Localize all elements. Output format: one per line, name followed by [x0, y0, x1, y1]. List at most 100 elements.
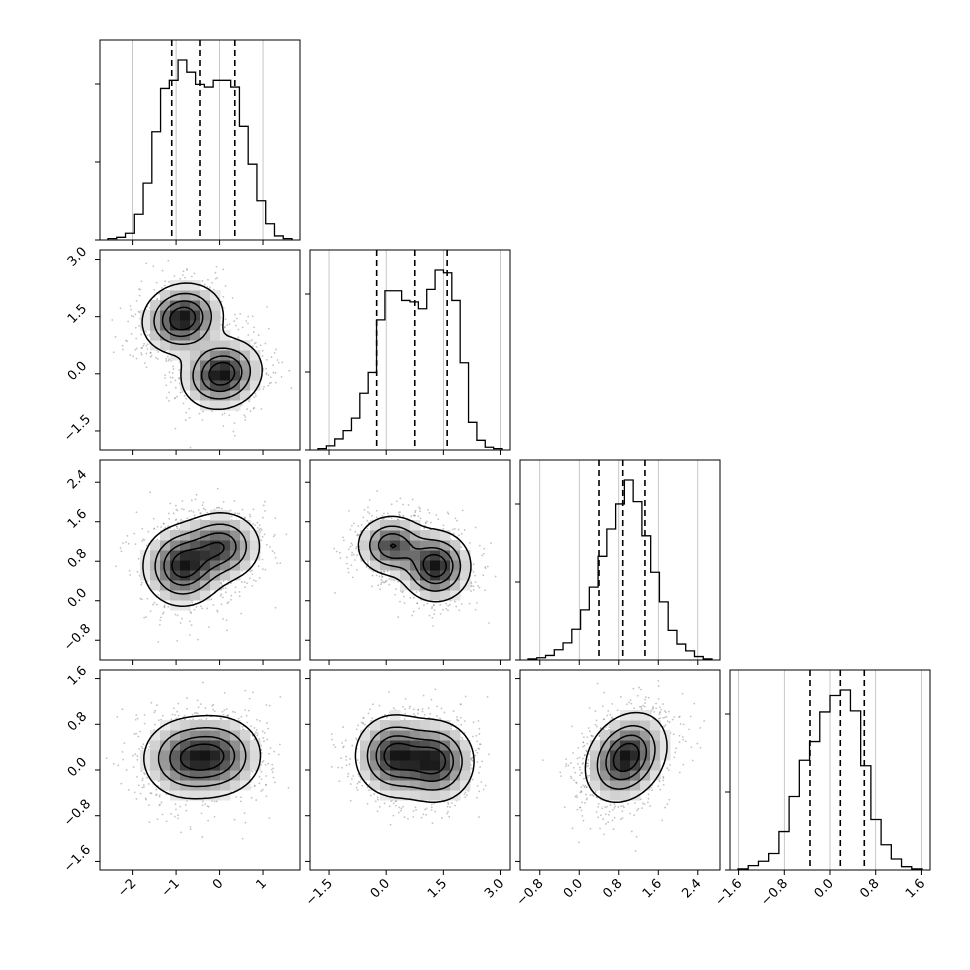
density-cell: [250, 380, 261, 391]
density-cell: [160, 740, 171, 751]
sample-point: [185, 809, 188, 812]
sample-point: [216, 276, 219, 279]
sample-point: [142, 784, 145, 786]
sample-point: [474, 574, 477, 577]
density-cell: [220, 770, 231, 781]
sample-point: [265, 775, 268, 777]
sample-point: [253, 738, 256, 741]
sample-point: [256, 718, 258, 721]
sample-point: [264, 500, 266, 503]
sample-point: [412, 514, 415, 517]
sample-point: [173, 275, 176, 278]
sample-point: [140, 745, 143, 748]
sample-point: [167, 359, 170, 362]
density-cell: [180, 380, 191, 391]
sample-point: [134, 543, 137, 546]
sample-point: [186, 517, 188, 520]
sample-point: [154, 723, 156, 726]
sample-point: [150, 354, 153, 357]
sample-point: [130, 314, 133, 317]
sample-point: [274, 606, 277, 609]
density-cell: [160, 340, 171, 351]
sample-point: [172, 512, 175, 515]
panel-background: [310, 250, 510, 450]
density-cell: [190, 280, 201, 291]
sample-point: [241, 726, 244, 728]
density-cell: [210, 530, 221, 541]
sample-point: [196, 638, 199, 641]
density-cell: [190, 370, 201, 381]
sample-point: [224, 587, 227, 590]
contour-level: [157, 727, 247, 788]
sample-point: [222, 500, 225, 503]
sample-point: [246, 582, 249, 585]
sample-point: [285, 533, 288, 536]
density-cell: [180, 310, 191, 321]
sample-point: [264, 568, 267, 571]
sample-point: [140, 353, 143, 356]
sample-point: [207, 278, 209, 281]
sample-point: [445, 602, 448, 605]
sample-point: [203, 283, 206, 286]
sample-point: [220, 581, 223, 584]
sample-point: [155, 281, 158, 284]
sample-point: [138, 311, 141, 314]
density-cell: [250, 750, 261, 761]
sample-point: [281, 361, 284, 364]
sample-point: [478, 544, 481, 547]
sample-point: [200, 812, 203, 815]
sample-point: [260, 770, 263, 773]
density-cell: [190, 570, 201, 581]
density-cell: [220, 750, 231, 761]
sample-point: [383, 512, 385, 515]
sample-point: [411, 614, 414, 617]
sample-point: [260, 539, 263, 542]
density-cell: [150, 570, 161, 581]
density-cell: [180, 730, 191, 741]
sample-point: [188, 407, 191, 410]
sample-point: [201, 418, 204, 421]
sample-point: [424, 522, 427, 525]
sample-point: [195, 493, 198, 496]
density-cell: [180, 320, 191, 331]
sample-point: [177, 702, 180, 705]
sample-point: [153, 711, 156, 714]
x-tick-label: 1.6: [903, 876, 928, 901]
sample-point: [143, 538, 146, 541]
sample-point: [185, 411, 187, 414]
sample-point: [255, 799, 258, 801]
sample-point: [458, 609, 461, 612]
sample-point: [184, 419, 187, 421]
sample-point: [254, 341, 257, 344]
sample-point: [235, 324, 237, 327]
density-cell: [250, 360, 261, 371]
sample-point: [251, 573, 254, 576]
density-cell: [200, 290, 211, 301]
contour-level: [154, 523, 248, 595]
sample-point: [272, 364, 275, 366]
sample-point: [142, 538, 145, 541]
sample-point: [197, 509, 200, 511]
sample-point: [112, 762, 115, 765]
sample-point: [145, 798, 147, 801]
sample-point: [413, 514, 416, 517]
sample-point: [163, 604, 166, 607]
sample-point: [226, 714, 229, 717]
sample-point: [142, 743, 145, 746]
density-cell: [170, 750, 181, 761]
y-tick-label: −0.8: [61, 797, 94, 830]
sample-point: [277, 753, 280, 756]
sample-point: [190, 624, 193, 627]
density-cell: [180, 280, 191, 291]
y-tick-label: 0.0: [65, 359, 90, 384]
sample-point: [223, 325, 226, 328]
sample-point: [181, 390, 184, 393]
density-cell: [210, 380, 221, 391]
sample-point: [270, 381, 273, 384]
sample-point: [287, 786, 290, 789]
sample-point: [454, 517, 457, 520]
sample-point: [140, 333, 143, 336]
density-cell: [180, 550, 191, 561]
density-cell: [230, 570, 241, 581]
sample-point: [201, 836, 204, 838]
